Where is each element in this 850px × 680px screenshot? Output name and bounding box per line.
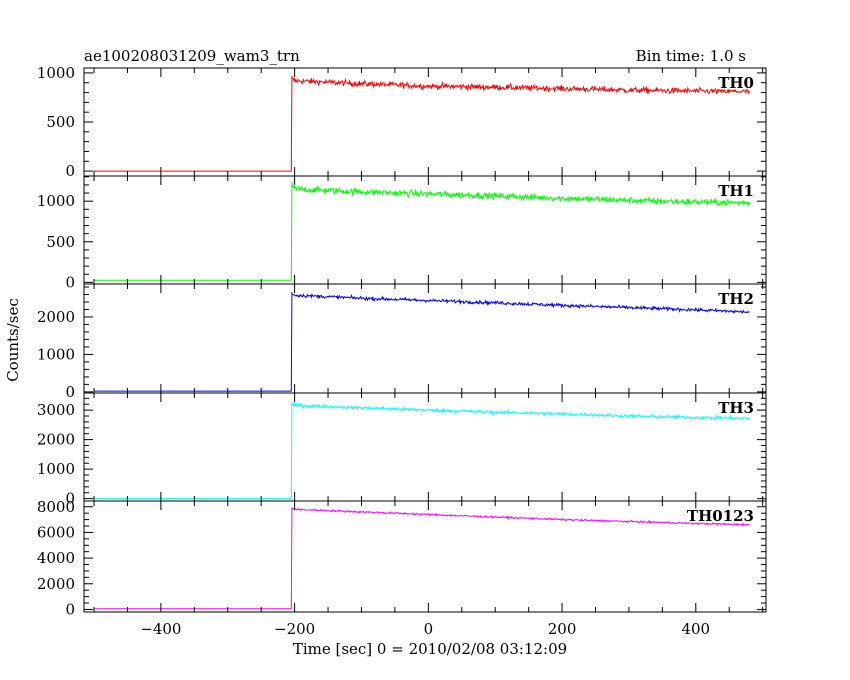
y-tick-label: 1000: [37, 192, 75, 210]
y-tick-label: 0: [65, 162, 75, 180]
y-tick-label: 1000: [37, 345, 75, 363]
panels-group: 05001000TH005001000TH1010002000TH2010002…: [37, 64, 767, 638]
panel-th3: 0 1000 2000 3000 TH3: [37, 392, 767, 508]
series-label-th0123: TH0123: [687, 507, 754, 525]
y-tick-label: 1000: [37, 460, 75, 478]
y-tick-label: 2000: [37, 431, 75, 449]
series-line-th0123: [94, 507, 750, 610]
panel-frame: [83, 392, 767, 502]
panel-frame: [83, 67, 767, 177]
y-tick-label: 0: [65, 383, 75, 401]
y-tick-label: 500: [46, 113, 75, 131]
y-tick-label: 0: [65, 600, 75, 618]
series-line-th2: [94, 292, 750, 392]
y-tick-label: 0: [65, 273, 75, 291]
y-axis-label: Counts/sec: [4, 298, 22, 382]
series-label-th0: TH0: [718, 74, 754, 92]
series-line-th0: [94, 75, 750, 172]
y-tick-label: 6000: [37, 523, 75, 541]
series-label-th2: TH2: [718, 290, 754, 308]
series-label-th1: TH1: [718, 182, 754, 200]
panel-th0123: 0 2000 4000 6000 8000 TH0123 −400 −200 0 200 400: [37, 498, 767, 638]
y-tick-label: 2000: [37, 575, 75, 593]
panel-th1: 0 500 1000 TH1: [37, 175, 767, 291]
bin-time-label: Bin time: 1.0 s: [636, 47, 746, 65]
y-tick-label: 1000: [37, 64, 75, 82]
y-tick-label: 500: [46, 233, 75, 251]
x-tick-label: 200: [548, 620, 577, 638]
observation-id-title: ae100208031209_wam3_trn: [84, 47, 300, 65]
x-tick-label: −200: [274, 620, 315, 638]
series-line-th3: [94, 401, 750, 500]
panel-th0: 0 500 1000 TH0: [37, 64, 767, 180]
y-tick-label: 4000: [37, 549, 75, 567]
panel-th2: 0 1000 2000 TH2: [37, 283, 767, 401]
series-label-th3: TH3: [718, 399, 754, 417]
panel-frame: [83, 500, 767, 613]
x-tick-label: 400: [681, 620, 710, 638]
series-line-th1: [94, 181, 750, 281]
y-tick-label: 0: [65, 490, 75, 508]
y-tick-label: 3000: [37, 401, 75, 419]
x-tick-label: −400: [140, 620, 181, 638]
y-tick-label: 8000: [37, 498, 75, 516]
y-tick-label: 2000: [37, 308, 75, 326]
x-axis-label: Time [sec] 0 = 2010/02/08 03:12:09: [293, 640, 567, 658]
x-tick-label: 0: [424, 620, 434, 638]
